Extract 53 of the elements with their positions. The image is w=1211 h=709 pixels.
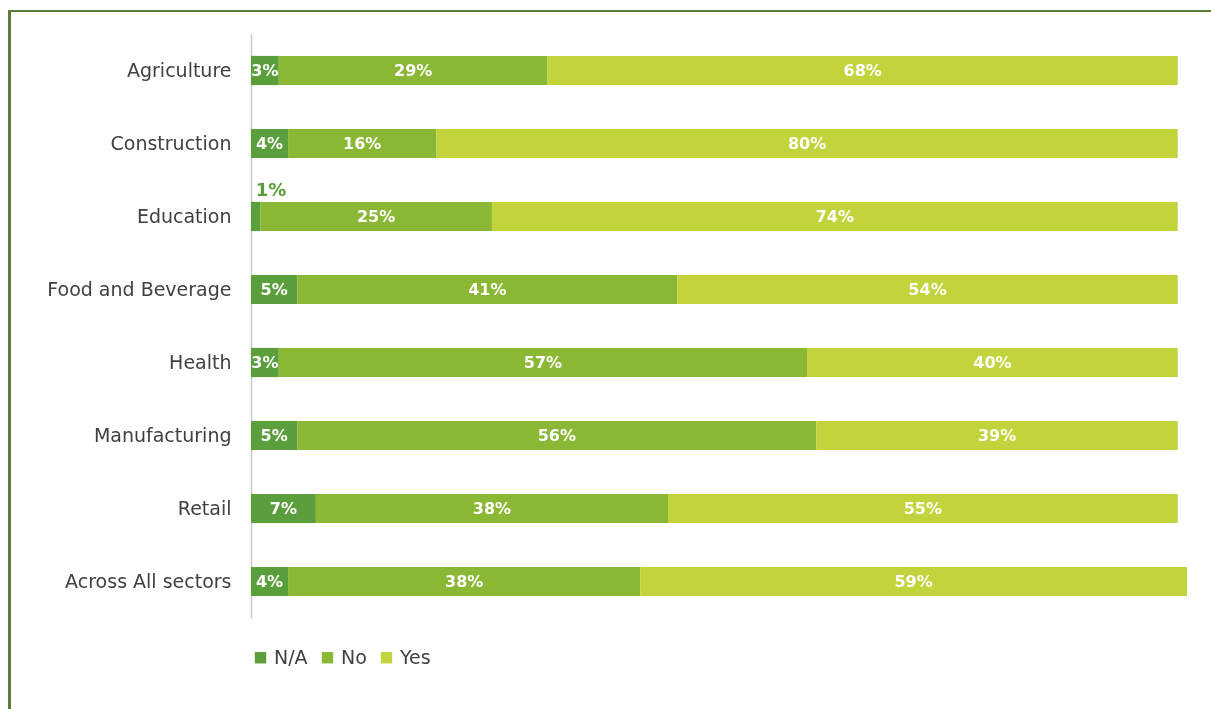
- data-label: 38%: [445, 571, 484, 591]
- y-tick-label: Food and Beverage: [47, 277, 232, 300]
- data-label: 59%: [894, 571, 933, 591]
- data-label: 38%: [472, 498, 512, 518]
- data-label: 5%: [260, 425, 288, 445]
- data-label: 16%: [343, 133, 382, 153]
- bar: [288, 128, 437, 159]
- data-label: 3%: [251, 352, 279, 372]
- data-label: 1%: [255, 178, 287, 200]
- bar: [668, 493, 1178, 524]
- y-tick-label: Health: [169, 350, 232, 373]
- y-tick-label: Construction: [110, 131, 232, 154]
- data-label: 40%: [973, 352, 1012, 372]
- data-label: 57%: [523, 352, 563, 372]
- legend-label: Yes: [399, 645, 431, 668]
- data-label: 7%: [269, 498, 298, 518]
- y-tick-label: Manufacturing: [93, 423, 232, 446]
- legend-label: N/A: [274, 645, 308, 668]
- data-label: 29%: [394, 60, 433, 80]
- data-label: 5%: [260, 279, 288, 299]
- bar: [260, 201, 492, 232]
- data-label: 4%: [255, 133, 284, 153]
- data-label: 80%: [787, 133, 827, 153]
- data-label: 74%: [815, 206, 854, 226]
- bar: [640, 566, 1187, 597]
- y-tick-label: Retail: [177, 496, 232, 519]
- y-tick-label: Education: [136, 204, 232, 227]
- y-tick-label: Agriculture: [127, 58, 232, 81]
- bar: [315, 493, 669, 524]
- bar: [547, 55, 1178, 86]
- bar: [816, 420, 1178, 451]
- data-label: 41%: [468, 279, 507, 299]
- bar: [677, 274, 1178, 305]
- bar: [278, 55, 548, 86]
- bar: [288, 566, 641, 597]
- data-label: 68%: [843, 60, 882, 80]
- bar: [278, 347, 808, 378]
- legend-label: No: [341, 645, 367, 668]
- data-label: 39%: [977, 425, 1017, 445]
- data-label: 3%: [251, 60, 279, 80]
- bar: [807, 347, 1178, 378]
- data-label: 25%: [356, 206, 396, 226]
- data-label: 56%: [537, 425, 576, 445]
- data-label: 55%: [903, 498, 943, 518]
- bar: [297, 420, 817, 451]
- bar: [251, 493, 316, 524]
- y-tick-label: Across All sectors: [65, 569, 232, 592]
- data-label: 54%: [908, 279, 947, 299]
- bar: [436, 128, 1178, 159]
- bar: [491, 201, 1178, 232]
- bar: [297, 274, 678, 305]
- data-label: 4%: [255, 571, 284, 591]
- bar: [251, 201, 261, 232]
